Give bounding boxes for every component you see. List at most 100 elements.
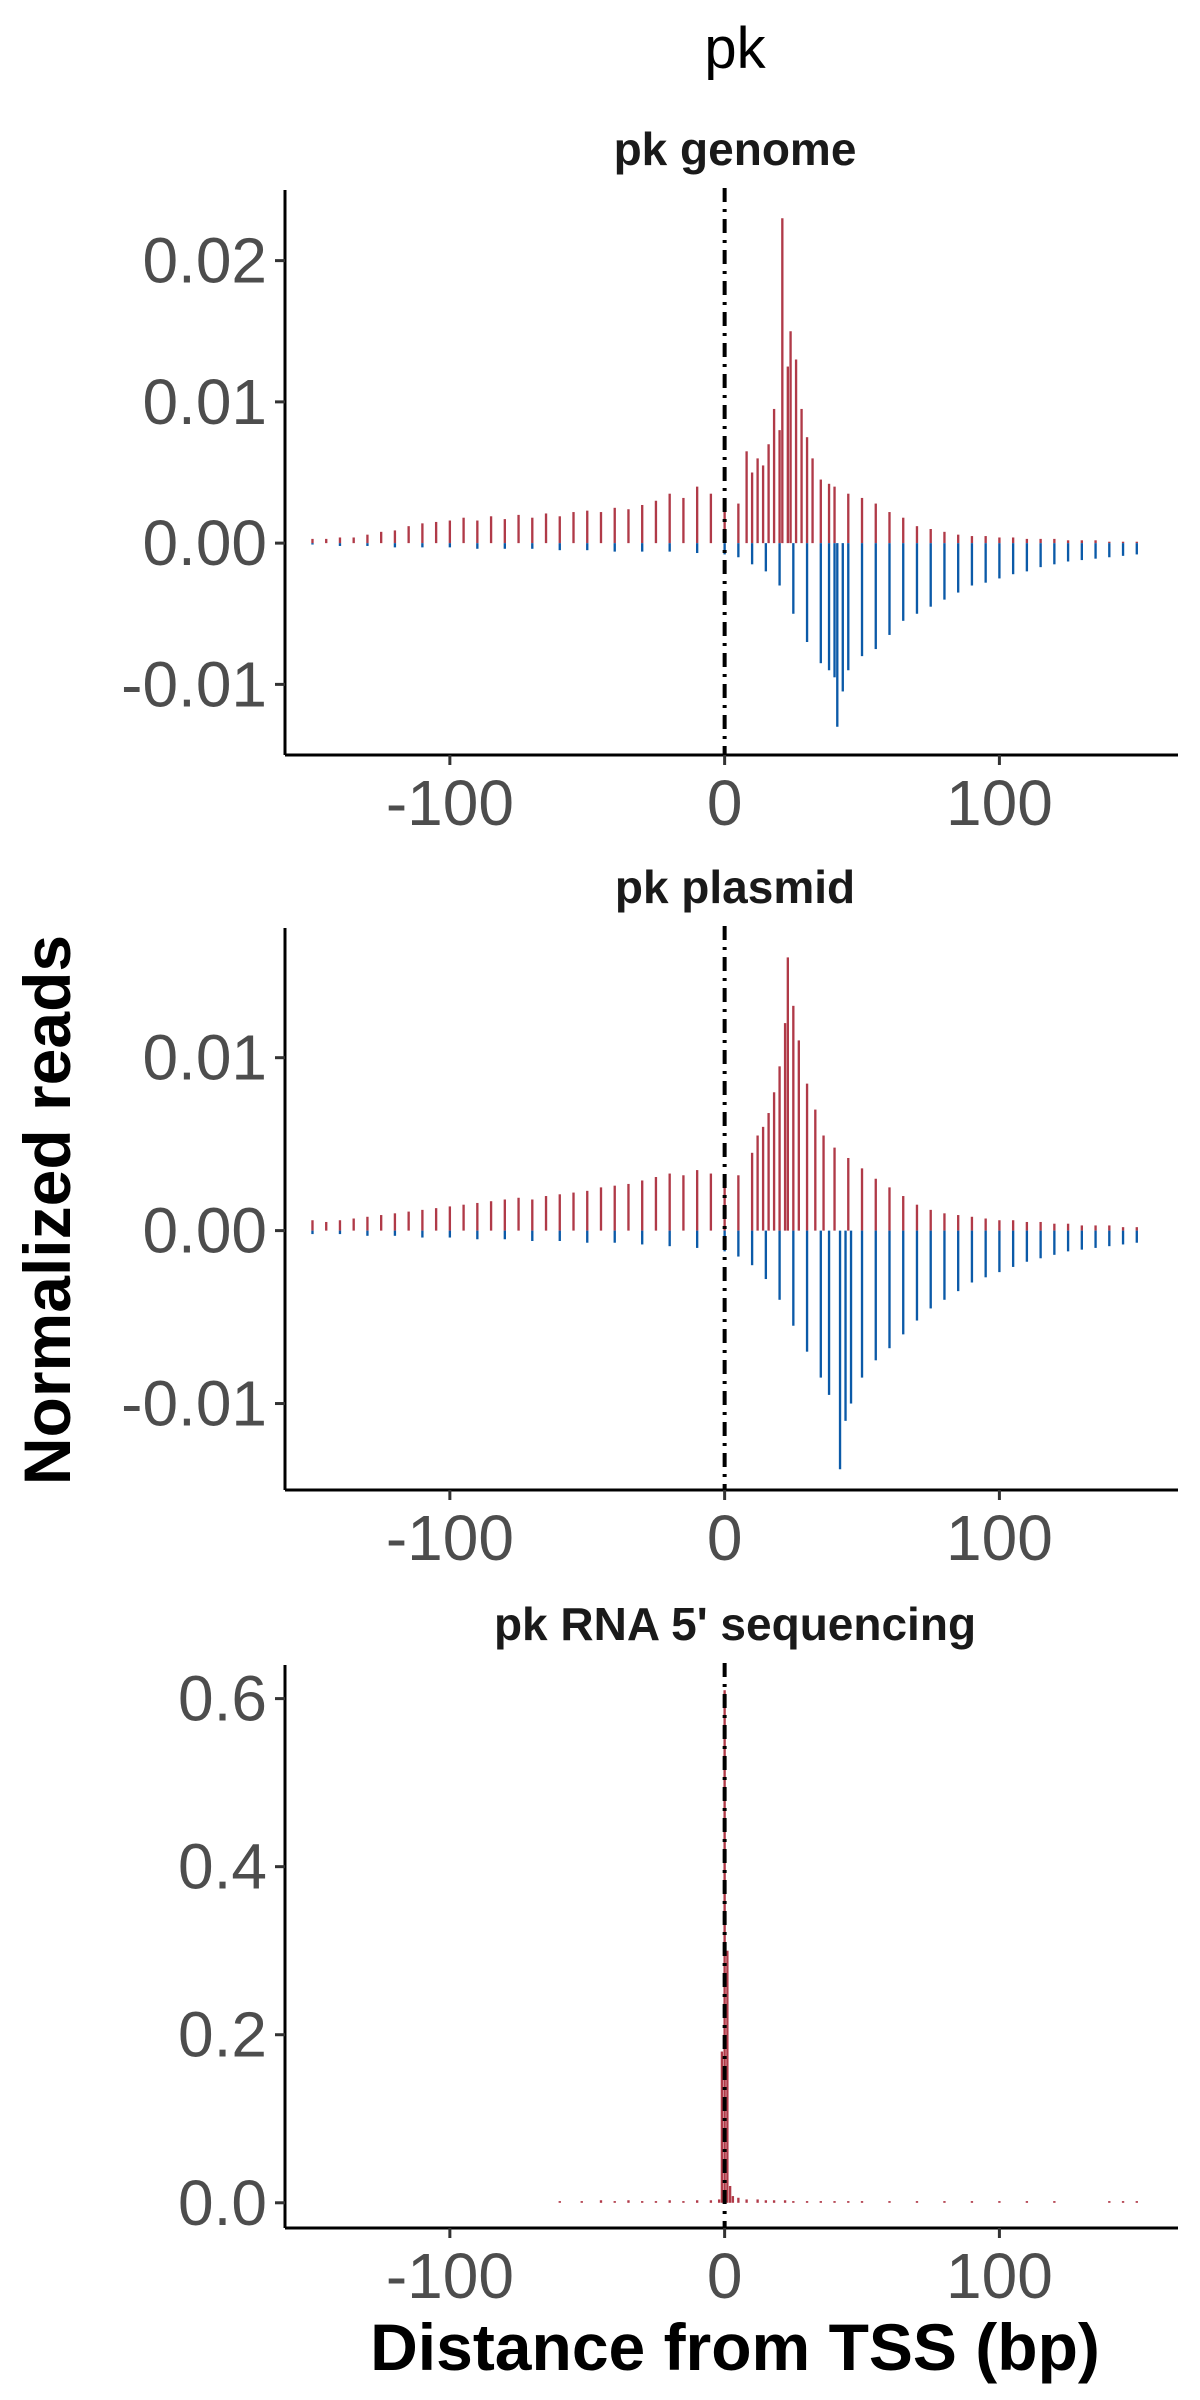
bar-genome-1-24 — [833, 543, 836, 678]
bar-rna-seq-0-38 — [1135, 2201, 1138, 2203]
bar-plasmid-0-50 — [902, 1196, 905, 1231]
bar-plasmid-1-7 — [503, 1230, 506, 1240]
bar-plasmid-0-53 — [943, 1213, 946, 1231]
bar-rna-seq-0-24 — [805, 2201, 809, 2203]
bar-plasmid-0-36 — [772, 1092, 776, 1231]
bar-genome-0-8 — [421, 523, 424, 544]
bar-rna-seq-0-35 — [1053, 2201, 1056, 2203]
bar-plasmid-1-45 — [1108, 1230, 1111, 1247]
bar-plasmid-1-12 — [641, 1230, 644, 1245]
bar-plasmid-1-46 — [1121, 1230, 1125, 1245]
bar-genome-0-11 — [462, 517, 465, 544]
bar-plasmid-0-58 — [1011, 1220, 1015, 1231]
bar-plasmid-1-19 — [778, 1230, 781, 1300]
panel-title-plasmid: pk plasmid — [615, 861, 855, 913]
bar-plasmid-0-2 — [338, 1220, 342, 1231]
bar-rna-seq-0-1 — [580, 2201, 583, 2203]
bar-genome-0-19 — [572, 512, 575, 544]
bar-rna-seq-0-19 — [756, 2199, 759, 2203]
bar-genome-0-66 — [1080, 540, 1083, 544]
bar-rna-seq-0-36 — [1108, 2201, 1111, 2203]
x-tick-label-rna-seq-0: -100 — [386, 2240, 514, 2312]
bar-plasmid-1-33 — [943, 1230, 946, 1300]
panel-title-genome: pk genome — [614, 123, 857, 175]
bar-plasmid-1-34 — [957, 1230, 960, 1292]
bar-genome-1-3 — [393, 543, 397, 548]
bar-plasmid-1-39 — [1025, 1230, 1029, 1262]
bar-genome-1-0 — [311, 543, 314, 545]
bar-genome-0-64 — [1053, 538, 1056, 544]
bar-genome-0-60 — [998, 537, 1001, 544]
bar-plasmid-0-59 — [1025, 1221, 1029, 1231]
bar-plasmid-0-65 — [1108, 1225, 1111, 1231]
bar-genome-0-37 — [772, 408, 776, 544]
panel-plasmid: pk plasmid -0.01 0.00 0.01 -100 0 100 — [121, 861, 1178, 1574]
bar-genome-1-38 — [998, 543, 1001, 579]
bar-genome-0-7 — [407, 526, 410, 544]
bar-rna-seq-0-11 — [717, 2199, 721, 2203]
y-tick-label-genome-3: 0.02 — [142, 225, 267, 297]
bar-plasmid-1-40 — [1039, 1230, 1042, 1259]
bar-genome-1-16 — [737, 543, 740, 558]
bar-genome-0-20 — [586, 510, 589, 544]
bar-plasmid-0-44 — [822, 1135, 825, 1231]
bar-plasmid-0-24 — [641, 1180, 644, 1231]
bar-rna-seq-0-9 — [695, 2200, 699, 2203]
bar-plasmid-0-23 — [627, 1183, 630, 1231]
bar-genome-1-8 — [531, 543, 534, 549]
y-tick-label-plasmid-1: 0.00 — [142, 1195, 267, 1267]
bar-genome-1-30 — [888, 543, 891, 635]
bar-genome-1-15 — [723, 543, 726, 555]
bar-plasmid-0-25 — [654, 1177, 658, 1231]
bar-plasmid-0-22 — [613, 1185, 616, 1231]
bar-plasmid-0-56 — [984, 1218, 987, 1231]
bar-plasmid-0-34 — [761, 1126, 765, 1231]
bar-rna-seq-0-25 — [819, 2201, 822, 2203]
panel-genome: pk genome -0.01 0.00 0.01 0.02 -100 0 100 — [121, 123, 1178, 839]
bar-genome-1-36 — [970, 543, 974, 586]
bar-genome-0-59 — [984, 536, 987, 544]
bar-genome-0-24 — [641, 504, 644, 544]
y-tick-label-rna-seq-1: 0.2 — [178, 1999, 267, 2071]
bar-genome-1-19 — [778, 543, 781, 586]
bar-genome-0-9 — [434, 521, 438, 544]
panel-rna-seq: pk RNA 5' sequencing 0.0 0.2 0.4 0.6 -100 0 10… — [178, 1598, 1178, 2312]
bar-plasmid-0-30 — [723, 1178, 726, 1231]
bar-genome-1-20 — [792, 543, 795, 614]
bar-rna-seq-0-4 — [627, 2200, 630, 2203]
bar-plasmid-0-54 — [957, 1215, 960, 1231]
bar-plasmid-0-18 — [558, 1194, 561, 1231]
bar-plasmid-0-49 — [888, 1187, 891, 1231]
bar-plasmid-0-17 — [544, 1196, 548, 1231]
bar-genome-0-16 — [531, 517, 534, 544]
bar-genome-0-62 — [1025, 538, 1029, 544]
bar-genome-0-53 — [902, 517, 905, 544]
bar-genome-0-46 — [819, 479, 822, 544]
bar-rna-seq-0-33 — [998, 2201, 1001, 2203]
bar-plasmid-1-24 — [838, 1230, 842, 1470]
bar-genome-0-68 — [1108, 541, 1111, 544]
bar-rna-seq-0-31 — [943, 2201, 946, 2203]
bar-genome-0-5 — [380, 531, 383, 544]
x-tick-label-plasmid-1: 0 — [707, 1502, 743, 1574]
bar-plasmid-1-1 — [338, 1230, 342, 1235]
bar-rna-seq-0-6 — [654, 2201, 658, 2203]
bar-genome-1-47 — [1121, 543, 1125, 556]
bar-genome-1-11 — [613, 543, 616, 552]
bar-plasmid-0-66 — [1121, 1227, 1125, 1231]
bar-plasmid-0-4 — [366, 1216, 369, 1231]
bar-genome-0-41 — [789, 331, 792, 544]
bar-plasmid-1-29 — [888, 1230, 891, 1349]
bar-plasmid-1-27 — [860, 1230, 864, 1378]
bar-rna-seq-0-26 — [833, 2201, 836, 2203]
bar-genome-1-14 — [695, 543, 699, 554]
bar-genome-1-23 — [827, 543, 831, 671]
bar-genome-0-35 — [761, 465, 765, 544]
x-axis-title: Distance from TSS (bp) — [370, 2310, 1100, 2384]
bar-rna-seq-0-12 — [720, 2051, 724, 2203]
bar-genome-1-42 — [1053, 543, 1056, 565]
bar-genome-0-55 — [929, 529, 932, 544]
bar-plasmid-0-11 — [462, 1204, 465, 1231]
bar-genome-1-22 — [819, 543, 822, 664]
bar-plasmid-0-27 — [682, 1175, 685, 1231]
